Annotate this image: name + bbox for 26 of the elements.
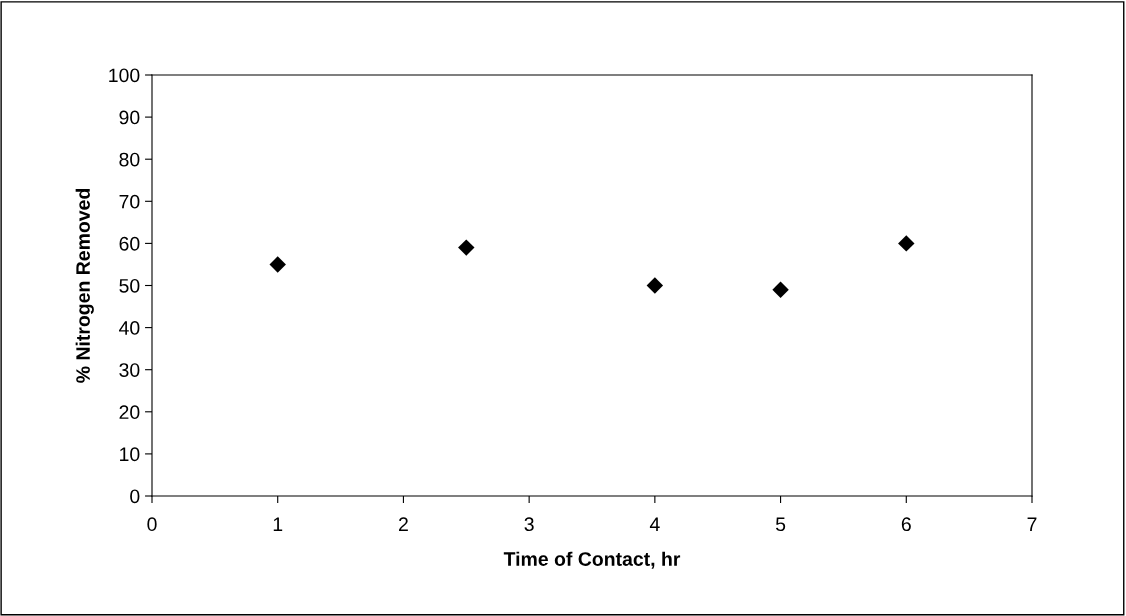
x-tick-label: 0 [147, 517, 157, 532]
y-tick-label: 90 [119, 110, 140, 125]
x-tick-label: 2 [399, 517, 408, 531]
point [772, 281, 789, 298]
y-tick-label: 10 [120, 447, 140, 462]
point [646, 277, 664, 294]
y-tick-label: 80 [119, 152, 140, 167]
x-tick-label: 7 [1027, 517, 1037, 531]
y-tick-label: 70 [119, 194, 140, 209]
y-tick-label: 50 [119, 278, 140, 293]
x-tick-label: 5 [775, 517, 786, 532]
x-tick-label: 6 [901, 517, 911, 532]
y-tick-label: 0 [130, 489, 140, 504]
x-tick-label: 1 [273, 517, 283, 531]
x-tick-label: 3 [524, 517, 534, 532]
y-axis-title: % Nitrogen Removed [75, 189, 94, 383]
point [898, 235, 915, 252]
y-tick-label: 60 [119, 236, 140, 251]
y-tick-label: 20 [119, 405, 140, 420]
x-tick-label: 4 [649, 517, 660, 531]
point [269, 256, 286, 273]
x-axis-title: Time of Contact, hr [503, 551, 681, 569]
y-tick-label: 40 [119, 321, 140, 335]
point [458, 239, 475, 256]
y-tick-label: 30 [119, 363, 140, 377]
y-tick-label: 100 [109, 68, 140, 83]
